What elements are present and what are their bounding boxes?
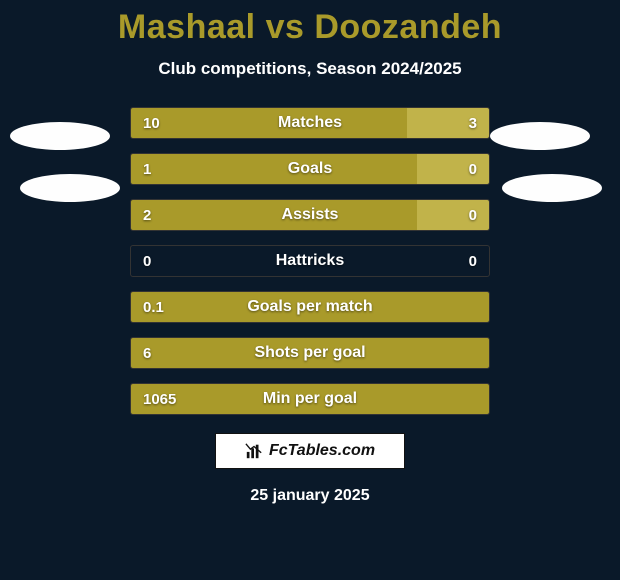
- bar-left-value: 2: [143, 200, 151, 230]
- compare-bar-row: 0 0Hattricks: [130, 245, 490, 277]
- bar-left-value: 0.1: [143, 292, 164, 322]
- compare-bar-row: 103Matches: [130, 107, 490, 139]
- compare-bar-row: 10Goals: [130, 153, 490, 185]
- bar-left-fill: [131, 338, 489, 368]
- compare-chart: 103Matches10Goals20Assists00Hattricks0.1…: [0, 107, 620, 415]
- compare-bar-row: 1065Min per goal: [130, 383, 490, 415]
- bar-left-fill: [131, 292, 489, 322]
- bar-left-fill: [131, 108, 407, 138]
- bar-right-fill: [417, 200, 489, 230]
- bar-left-fill: [131, 200, 417, 230]
- compare-bar-row: 6Shots per goal: [130, 337, 490, 369]
- bar-left-fill: [131, 384, 489, 414]
- bar-left-value: 1065: [143, 384, 176, 414]
- bar-left-value: 1: [143, 154, 151, 184]
- chart-bars-icon: [245, 442, 263, 460]
- date-text: 25 january 2025: [0, 487, 620, 505]
- bar-left-fill: [131, 154, 417, 184]
- bar-left-value: 6: [143, 338, 151, 368]
- bar-metric-label: Hattricks: [131, 246, 489, 276]
- bar-left-value: 10: [143, 108, 160, 138]
- compare-bar-row: 20Assists: [130, 199, 490, 231]
- fctables-logo[interactable]: FcTables.com: [215, 433, 405, 469]
- title-vs: vs: [266, 8, 305, 46]
- bar-left-value: 0: [143, 246, 151, 276]
- logo-text: FcTables.com: [269, 442, 375, 460]
- compare-bar-row: 0.1Goals per match: [130, 291, 490, 323]
- bar-right-value: 0: [469, 246, 477, 276]
- page-title: Mashaal vs Doozandeh: [0, 8, 620, 47]
- title-player1: Mashaal: [118, 8, 256, 46]
- bar-right-value: 0: [469, 200, 477, 230]
- bar-right-value: 0: [469, 154, 477, 184]
- bar-right-fill: [417, 154, 489, 184]
- bar-right-value: 3: [469, 108, 477, 138]
- subtitle: Club competitions, Season 2024/2025: [0, 59, 620, 79]
- title-player2: Doozandeh: [314, 8, 502, 46]
